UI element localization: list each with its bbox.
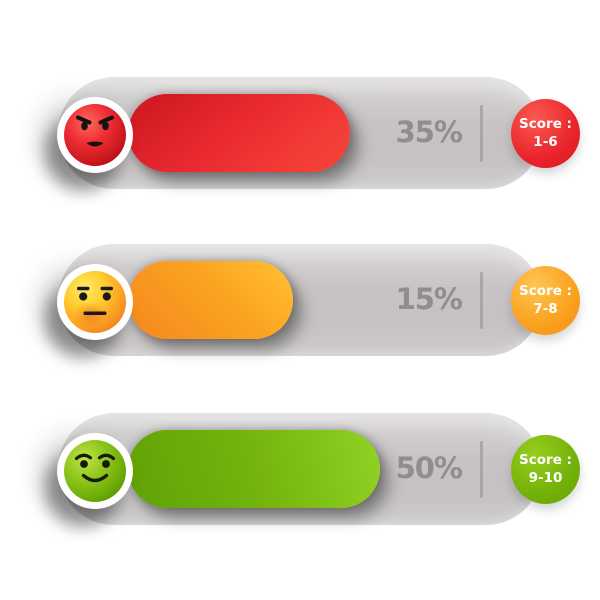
percent-label: 50% <box>395 450 463 485</box>
score-row-passives: 15% Score : 7-8 <box>0 244 600 356</box>
score-badge-range: 7-8 <box>533 300 558 317</box>
neutral-face-icon <box>64 271 126 333</box>
score-badge-caption: Score : <box>519 451 572 468</box>
score-badge-range: 9-10 <box>528 469 563 486</box>
bar-fill-orange <box>128 261 293 339</box>
percent-label: 35% <box>395 114 463 149</box>
angry-face-icon <box>64 104 126 166</box>
divider-line <box>480 441 483 498</box>
score-badge-range: 1-6 <box>533 133 558 150</box>
slider-knob-neutral <box>57 264 133 340</box>
score-badge-red: Score : 1-6 <box>511 99 580 168</box>
slider-knob-angry <box>57 97 133 173</box>
score-row-detractors: 35% Score : 1-6 <box>0 77 600 189</box>
happy-face-icon <box>64 440 126 502</box>
bar-track: 35% Score : 1-6 <box>58 77 580 189</box>
bar-track: 50% Score : 9-10 <box>58 413 580 525</box>
divider-line <box>480 105 483 162</box>
score-row-promoters: 50% Score : 9-10 <box>0 413 600 525</box>
bar-fill-green <box>128 430 380 508</box>
divider-line <box>480 272 483 329</box>
bar-fill-red <box>128 94 350 172</box>
score-badge-caption: Score : <box>519 282 572 299</box>
score-badge-caption: Score : <box>519 115 572 132</box>
score-badge-orange: Score : 7-8 <box>511 266 580 335</box>
slider-knob-happy <box>57 433 133 509</box>
percent-label: 15% <box>395 281 463 316</box>
bar-track: 15% Score : 7-8 <box>58 244 580 356</box>
score-badge-green: Score : 9-10 <box>511 435 580 504</box>
